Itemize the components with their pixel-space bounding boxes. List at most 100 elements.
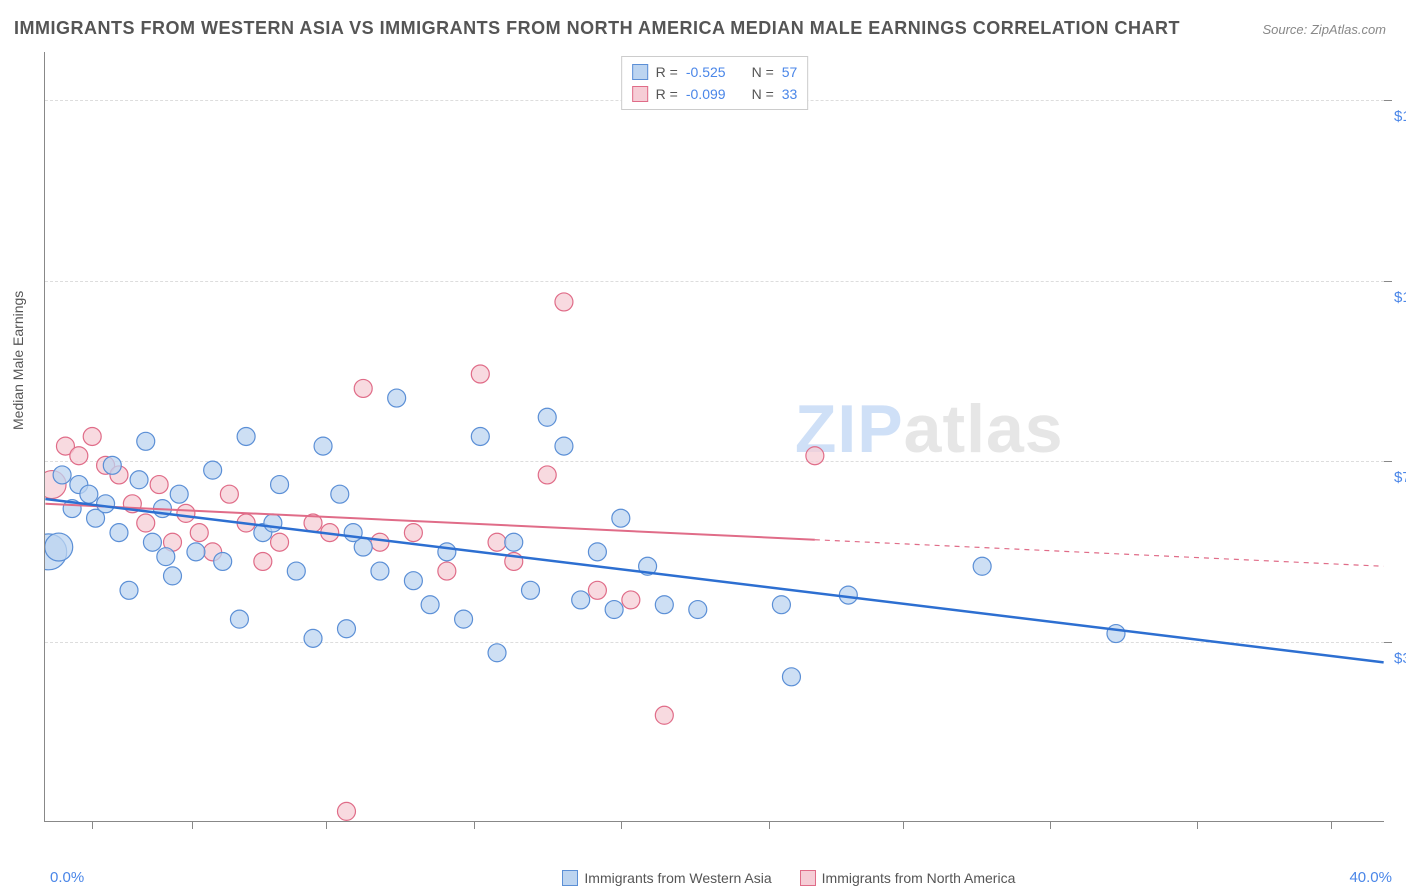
series1-point <box>605 601 623 619</box>
series1-trendline <box>45 499 1383 662</box>
legend-label-series2: Immigrants from North America <box>822 870 1016 886</box>
series2-point <box>271 533 289 551</box>
y-axis-label: $150,000 <box>1394 108 1406 125</box>
series1-point <box>522 581 540 599</box>
series1-point <box>1107 625 1125 643</box>
r-label: R = <box>656 61 678 83</box>
series1-point <box>237 428 255 446</box>
series1-point <box>689 601 707 619</box>
series2-point <box>83 428 101 446</box>
series1-point <box>337 620 355 638</box>
legend-label-series1: Immigrants from Western Asia <box>584 870 771 886</box>
x-tick <box>192 821 193 829</box>
series2-point <box>438 562 456 580</box>
y-tick <box>1384 281 1392 282</box>
series-legend: Immigrants from Western Asia Immigrants … <box>562 870 1015 886</box>
series1-point <box>344 524 362 542</box>
series1-point <box>130 471 148 489</box>
r-label: R = <box>656 83 678 105</box>
series2-point <box>371 533 389 551</box>
series1-point <box>110 524 128 542</box>
series1-point <box>204 461 222 479</box>
x-tick <box>326 821 327 829</box>
x-tick <box>1331 821 1332 829</box>
x-axis-max-label: 40.0% <box>1349 869 1392 886</box>
series1-point <box>782 668 800 686</box>
series1-point <box>505 533 523 551</box>
series1-point <box>45 533 73 561</box>
plot-area: ZIPatlas $37,500$75,000$112,500$150,000 … <box>44 52 1384 822</box>
series2-point <box>404 524 422 542</box>
series1-point <box>421 596 439 614</box>
series2-point <box>337 802 355 820</box>
series1-point <box>538 408 556 426</box>
series2-trendline-extrapolated <box>815 540 1384 567</box>
legend-swatch-series2 <box>632 86 648 102</box>
scatter-svg <box>45 52 1384 821</box>
x-tick <box>92 821 93 829</box>
legend-swatch-bottom-2 <box>800 870 816 886</box>
series1-point <box>287 562 305 580</box>
x-tick <box>1197 821 1198 829</box>
n-value-series1: 57 <box>782 61 798 83</box>
series2-point <box>354 379 372 397</box>
n-label: N = <box>752 83 774 105</box>
y-axis-title: Median Male Earnings <box>10 291 26 430</box>
series1-point <box>103 456 121 474</box>
series2-point <box>254 552 272 570</box>
series1-point <box>438 543 456 561</box>
series1-point <box>555 437 573 455</box>
x-tick <box>903 821 904 829</box>
x-tick <box>769 821 770 829</box>
legend-swatch-series1 <box>632 64 648 80</box>
legend-row-series1: R = -0.525 N = 57 <box>632 61 798 83</box>
series1-point <box>143 533 161 551</box>
series1-point <box>588 543 606 561</box>
series1-point <box>170 485 188 503</box>
legend-swatch-bottom-1 <box>562 870 578 886</box>
series2-point <box>488 533 506 551</box>
series1-point <box>304 629 322 647</box>
correlation-legend: R = -0.525 N = 57 R = -0.099 N = 33 <box>621 56 809 110</box>
series1-point <box>572 591 590 609</box>
y-tick <box>1384 100 1392 101</box>
series1-point <box>331 485 349 503</box>
legend-row-series2: R = -0.099 N = 33 <box>632 83 798 105</box>
series2-point <box>555 293 573 311</box>
y-axis-label: $75,000 <box>1394 469 1406 486</box>
series1-point <box>214 552 232 570</box>
series2-point <box>150 476 168 494</box>
series1-point <box>404 572 422 590</box>
series1-point <box>230 610 248 628</box>
series1-point <box>612 509 630 527</box>
series2-point <box>190 524 208 542</box>
series2-point <box>471 365 489 383</box>
series2-point <box>806 447 824 465</box>
series2-point <box>538 466 556 484</box>
series1-point <box>314 437 332 455</box>
legend-entry-series1: Immigrants from Western Asia <box>562 870 771 886</box>
series1-point <box>371 562 389 580</box>
series1-point <box>164 567 182 585</box>
chart-title: IMMIGRANTS FROM WESTERN ASIA VS IMMIGRAN… <box>14 18 1180 39</box>
series1-point <box>53 466 71 484</box>
series2-point <box>137 514 155 532</box>
source-attribution: Source: ZipAtlas.com <box>1262 22 1386 37</box>
series1-point <box>655 596 673 614</box>
series1-point <box>973 557 991 575</box>
y-axis-label: $37,500 <box>1394 650 1406 667</box>
series1-point <box>137 432 155 450</box>
series2-trendline <box>45 504 814 540</box>
r-value-series1: -0.525 <box>686 61 726 83</box>
series1-point <box>187 543 205 561</box>
x-axis-min-label: 0.0% <box>50 869 84 886</box>
series2-point <box>588 581 606 599</box>
n-label: N = <box>752 61 774 83</box>
r-value-series2: -0.099 <box>686 83 726 105</box>
series2-point <box>70 447 88 465</box>
y-axis-label: $112,500 <box>1394 289 1406 306</box>
series2-point <box>177 504 195 522</box>
series1-point <box>271 476 289 494</box>
series1-point <box>488 644 506 662</box>
x-tick <box>1050 821 1051 829</box>
